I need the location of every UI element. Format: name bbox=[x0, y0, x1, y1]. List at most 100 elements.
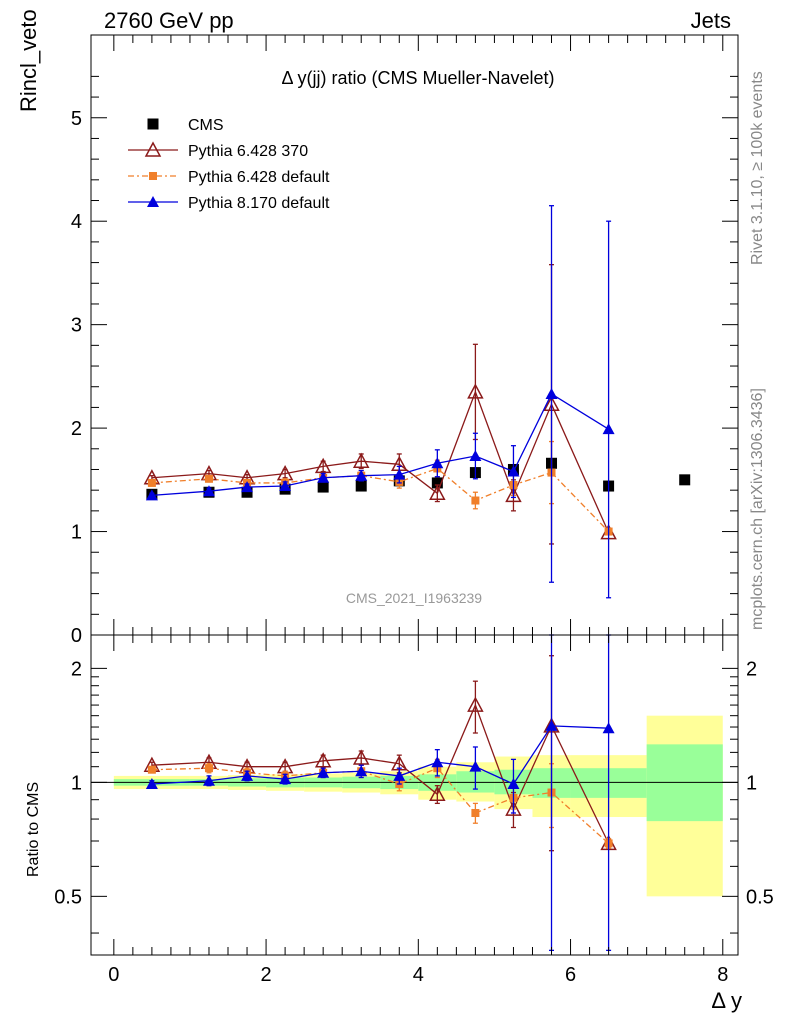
data-point bbox=[355, 765, 368, 777]
data-point bbox=[602, 722, 615, 734]
y-tick-label: 4 bbox=[71, 211, 82, 233]
main-title: Δ y(jj) ratio (CMS Mueller-Navelet) bbox=[281, 68, 554, 88]
series-line-p6_default bbox=[151, 767, 610, 844]
legend-item-cms: CMS bbox=[147, 117, 224, 134]
data-point bbox=[505, 800, 522, 816]
data-point bbox=[147, 478, 156, 487]
legend-label: Pythia 6.428 default bbox=[188, 169, 330, 186]
ratio-panel: 0.5 0.5 1 1 2 2 0 2 4 6 8 Ratio to CMS Δ y bbox=[25, 634, 774, 1013]
header-right: Jets bbox=[691, 8, 731, 33]
x-tick-label: 4 bbox=[413, 964, 424, 986]
legend: CMS Pythia 6.428 370 Pythia 6.428 default P… bbox=[128, 117, 330, 212]
x-tick-label: 2 bbox=[261, 964, 272, 986]
data-point bbox=[317, 766, 330, 778]
data-point bbox=[145, 778, 158, 790]
data-point bbox=[355, 480, 367, 492]
data-point bbox=[679, 474, 691, 486]
y-tick-label: 2 bbox=[71, 418, 82, 440]
data-point bbox=[602, 423, 615, 435]
series-p6_370 bbox=[143, 264, 617, 545]
data-point bbox=[393, 769, 406, 781]
legend-marker bbox=[149, 172, 157, 180]
rivet-label: Rivet 3.1.10, ≥ 100k events bbox=[749, 71, 766, 265]
mcplots-label: mcplots.cern.ch [arXiv:1306.3436] bbox=[749, 388, 766, 630]
watermark: CMS_2021_I1963239 bbox=[346, 590, 482, 606]
legend-label: Pythia 8.170 default bbox=[188, 195, 330, 212]
data-point bbox=[545, 387, 558, 399]
data-point bbox=[471, 809, 480, 818]
main-plot-area bbox=[143, 205, 691, 599]
series-p6_default bbox=[147, 440, 613, 536]
data-point bbox=[317, 481, 329, 493]
y-tick-label: 0.5 bbox=[746, 886, 774, 908]
data-point bbox=[204, 764, 213, 773]
data-point bbox=[467, 383, 484, 399]
legend-marker bbox=[144, 141, 162, 157]
data-point bbox=[393, 468, 406, 480]
legend-marker bbox=[147, 118, 159, 130]
y-tick-label: 5 bbox=[71, 108, 82, 130]
data-point bbox=[147, 765, 156, 774]
data-point bbox=[241, 486, 253, 498]
series-line-p6_370 bbox=[151, 703, 610, 844]
data-point bbox=[202, 774, 215, 786]
data-point bbox=[241, 481, 254, 493]
ratio-x-ticks: 0 2 4 6 8 bbox=[108, 635, 728, 986]
y-tick-label: 1 bbox=[71, 522, 82, 544]
x-tick-label: 0 bbox=[108, 964, 119, 986]
legend-item-p6_370: Pythia 6.428 370 bbox=[128, 141, 308, 160]
data-point bbox=[355, 469, 368, 481]
data-point bbox=[279, 480, 292, 492]
data-point bbox=[545, 719, 558, 731]
legend-item-p8_default: Pythia 8.170 default bbox=[128, 195, 330, 212]
data-point bbox=[429, 785, 446, 802]
data-point bbox=[469, 760, 482, 772]
y-tick-label: 1 bbox=[746, 772, 757, 794]
series-p6_370 bbox=[143, 655, 617, 852]
series-line-p6_default bbox=[151, 467, 610, 533]
data-point bbox=[204, 474, 213, 483]
main-y-label: Rincl_veto bbox=[16, 9, 41, 112]
legend-item-p6_default: Pythia 6.428 default bbox=[128, 169, 330, 186]
data-point bbox=[241, 769, 254, 781]
x-tick-label: 6 bbox=[565, 964, 576, 986]
y-tick-label: 2 bbox=[746, 658, 757, 680]
data-point bbox=[317, 471, 330, 483]
data-point bbox=[279, 773, 292, 785]
series-p8_default bbox=[145, 634, 615, 952]
data-point bbox=[507, 465, 520, 477]
data-point bbox=[429, 484, 446, 501]
ratio-y-label: Ratio to CMS bbox=[25, 782, 42, 877]
ratio-y-ticks: 0.5 0.5 1 1 2 2 bbox=[54, 658, 774, 934]
data-point bbox=[505, 486, 522, 503]
legend-label: Pythia 6.428 370 bbox=[188, 143, 308, 160]
data-point bbox=[202, 485, 215, 497]
data-point bbox=[431, 756, 444, 768]
y-tick-label: 0 bbox=[71, 625, 82, 647]
data-point bbox=[431, 477, 443, 489]
series-line-p6_370 bbox=[151, 390, 610, 533]
data-point bbox=[467, 696, 484, 712]
data-point bbox=[352, 452, 370, 468]
data-point bbox=[352, 749, 370, 765]
data-point bbox=[431, 457, 444, 469]
data-point bbox=[469, 450, 482, 462]
legend-marker bbox=[147, 196, 159, 207]
ratio-frame bbox=[90, 634, 739, 956]
series-line-p8_default bbox=[151, 725, 609, 785]
y-tick-label: 3 bbox=[71, 315, 82, 337]
ratio-plot-area bbox=[91, 634, 738, 952]
x-tick-label: 8 bbox=[717, 964, 728, 986]
header-left: 2760 GeV pp bbox=[104, 8, 234, 33]
main-panel: 0 1 2 3 4 5 Δ y(jj) ratio (CMS Mueller-Navele… bbox=[16, 9, 739, 647]
y-tick-label: 0.5 bbox=[54, 886, 82, 908]
y-tick-label: 1 bbox=[71, 772, 82, 794]
data-point bbox=[471, 496, 480, 505]
main-y-ticks: 0 1 2 3 4 5 bbox=[71, 75, 738, 647]
data-point bbox=[507, 778, 520, 790]
x-axis-label: Δ y bbox=[711, 988, 742, 1013]
main-x-ticks bbox=[113, 35, 724, 635]
data-point bbox=[145, 489, 158, 501]
y-tick-label: 2 bbox=[71, 658, 82, 680]
